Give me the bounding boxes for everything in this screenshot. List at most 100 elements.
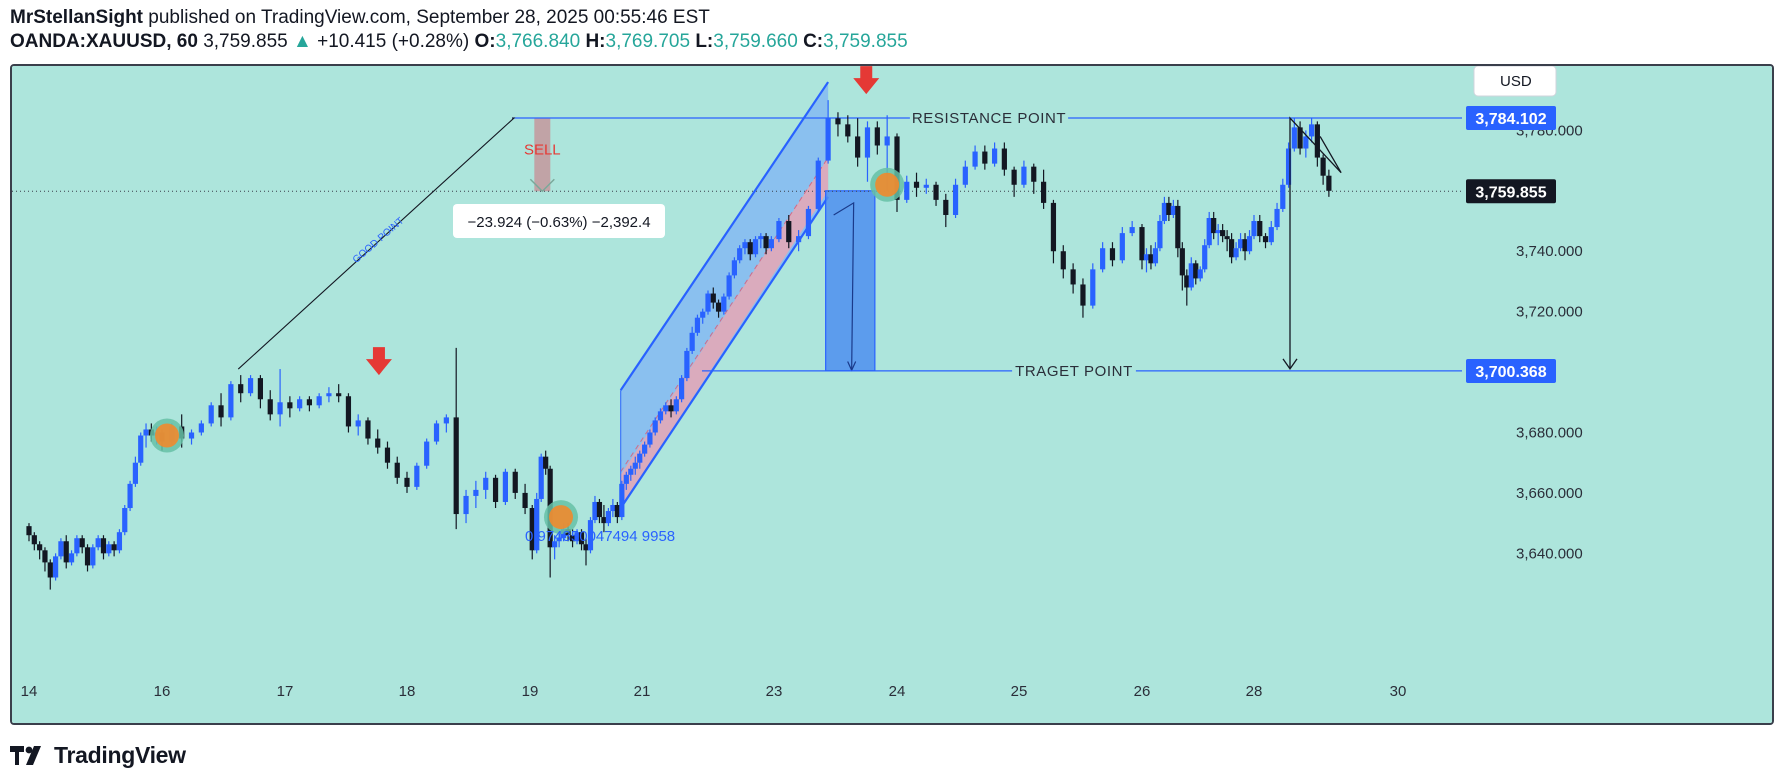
candle xyxy=(796,230,802,252)
candle xyxy=(1166,196,1172,222)
candle xyxy=(1139,224,1145,270)
candle xyxy=(138,432,144,466)
price-axis[interactable]: 3,640.000 3,660.000 3,680.000 3,720.000 3,74… xyxy=(1466,66,1583,562)
time-tick-label: 17 xyxy=(277,683,294,700)
candle xyxy=(543,450,549,475)
orange-marker-2[interactable] xyxy=(549,505,573,530)
candle xyxy=(443,414,449,433)
chart-header: MrStellanSight published on TradingView.… xyxy=(10,6,908,54)
time-tick-label: 16 xyxy=(154,683,171,700)
candle xyxy=(1129,221,1135,237)
candle xyxy=(414,462,420,490)
candle xyxy=(1161,196,1167,225)
currency-button[interactable] xyxy=(1473,66,1557,97)
candle xyxy=(483,471,489,499)
candle xyxy=(952,178,959,219)
candle xyxy=(763,233,769,255)
candle xyxy=(404,471,410,493)
candle xyxy=(982,145,988,170)
tradingview-brand: TradingView xyxy=(54,741,186,768)
publish-line: MrStellanSight published on TradingView.… xyxy=(10,6,908,30)
candle xyxy=(1080,278,1086,318)
price-tag-label: 3,784.102 xyxy=(1475,111,1546,128)
candle xyxy=(825,100,831,164)
candle xyxy=(923,178,929,194)
candle xyxy=(1285,142,1292,188)
candle xyxy=(1229,233,1235,264)
candle xyxy=(737,245,743,264)
candle-series xyxy=(26,100,1332,590)
price-tag xyxy=(1466,106,1556,130)
candle xyxy=(433,420,440,445)
candle xyxy=(592,495,598,524)
candle xyxy=(752,236,759,258)
time-tick-label: 24 xyxy=(889,683,906,700)
candle xyxy=(628,465,634,481)
candle xyxy=(1021,160,1027,188)
candle xyxy=(1202,239,1208,273)
price-tick-label: 3,640.000 xyxy=(1516,545,1583,562)
channel-lower-line[interactable] xyxy=(619,196,830,509)
candle xyxy=(1109,242,1116,267)
low-label: L: xyxy=(695,31,714,52)
chart-background xyxy=(12,66,1772,723)
candle xyxy=(463,489,469,524)
orange-marker-3[interactable] xyxy=(875,172,900,197)
candle xyxy=(74,535,80,557)
candle xyxy=(122,504,128,536)
author-name[interactable]: MrStellanSight xyxy=(10,7,144,28)
candle xyxy=(1188,257,1194,291)
chart-area[interactable]: GOOD POINT SELL −23.924 (−0.63%) −2,392.4 R… xyxy=(10,64,1774,725)
channel-upper-line[interactable] xyxy=(619,81,830,391)
sell-arrow-icon xyxy=(529,178,555,193)
candle xyxy=(835,112,841,137)
price-tick-label: 3,740.000 xyxy=(1516,243,1583,260)
candle xyxy=(668,399,674,418)
measure-box[interactable] xyxy=(825,190,876,372)
good-point-line[interactable] xyxy=(237,117,516,370)
candle xyxy=(614,501,620,524)
candle xyxy=(742,239,748,255)
high-value: 3,769.705 xyxy=(605,31,691,52)
measure-arrow-icon xyxy=(847,361,857,372)
candle xyxy=(473,480,479,509)
candle xyxy=(1215,224,1221,246)
orange-marker-1[interactable] xyxy=(155,423,179,448)
price-tag xyxy=(1466,358,1556,383)
time-axis[interactable]: 14 16 17 18 19 21 23 24 25 26 28 30 xyxy=(21,683,1407,700)
candle xyxy=(913,172,920,197)
currency-label: USD xyxy=(1500,73,1532,90)
candle xyxy=(345,393,352,433)
symbol-label[interactable]: OANDA:XAUUSD, 60 xyxy=(10,31,198,52)
candle xyxy=(277,369,283,427)
candle xyxy=(710,287,716,309)
candle xyxy=(721,293,727,315)
projection-path[interactable] xyxy=(1289,116,1342,368)
candle xyxy=(689,326,695,354)
tradingview-footer[interactable]: TradingView xyxy=(10,740,186,770)
candle xyxy=(1242,233,1248,261)
candle xyxy=(365,417,371,445)
candle xyxy=(116,529,123,554)
candle xyxy=(583,538,589,566)
candle xyxy=(53,553,59,581)
candle xyxy=(1070,263,1076,294)
candle xyxy=(992,142,998,167)
measure-tooltip xyxy=(453,204,665,238)
candle xyxy=(538,453,544,502)
ohlc-line: OANDA:XAUUSD, 60 3,759.855 ▲ +10.415 (+0… xyxy=(10,30,908,54)
candle xyxy=(1237,233,1244,252)
time-tick-label: 28 xyxy=(1246,683,1263,700)
resistance-label: RESISTANCE POINT xyxy=(912,110,1066,127)
candle xyxy=(1320,154,1326,185)
candle xyxy=(652,417,658,436)
time-tick-label: 14 xyxy=(21,683,38,700)
sell-label: SELL xyxy=(524,142,561,159)
candle xyxy=(679,375,685,403)
candle xyxy=(143,423,149,448)
candle xyxy=(552,535,558,560)
open-label: O: xyxy=(474,31,496,52)
candle xyxy=(962,160,968,188)
candle xyxy=(1251,214,1257,240)
